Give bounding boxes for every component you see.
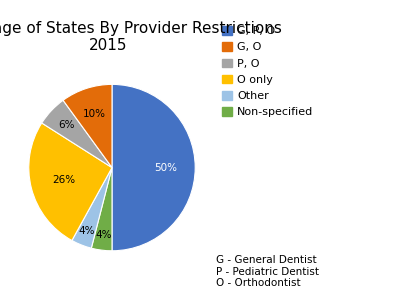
Text: 50%: 50%: [154, 163, 178, 173]
Wedge shape: [42, 100, 112, 168]
Legend: G, P, O, G, O, P, O, O only, Other, Non-specified: G, P, O, G, O, P, O, O only, Other, Non-…: [222, 26, 313, 117]
Wedge shape: [29, 123, 112, 240]
Wedge shape: [112, 84, 195, 251]
Text: Percentage of States By Provider Restrictions
2015: Percentage of States By Provider Restric…: [0, 21, 282, 53]
Text: 4%: 4%: [79, 226, 95, 236]
Wedge shape: [72, 168, 112, 248]
Text: 10%: 10%: [83, 109, 106, 119]
Text: 4%: 4%: [95, 230, 112, 240]
Wedge shape: [91, 168, 112, 251]
Text: 6%: 6%: [58, 120, 75, 130]
Text: 26%: 26%: [52, 175, 75, 185]
Text: G - General Dentist
P - Pediatric Dentist
O - Orthodontist: G - General Dentist P - Pediatric Dentis…: [216, 255, 319, 288]
Wedge shape: [63, 84, 112, 168]
